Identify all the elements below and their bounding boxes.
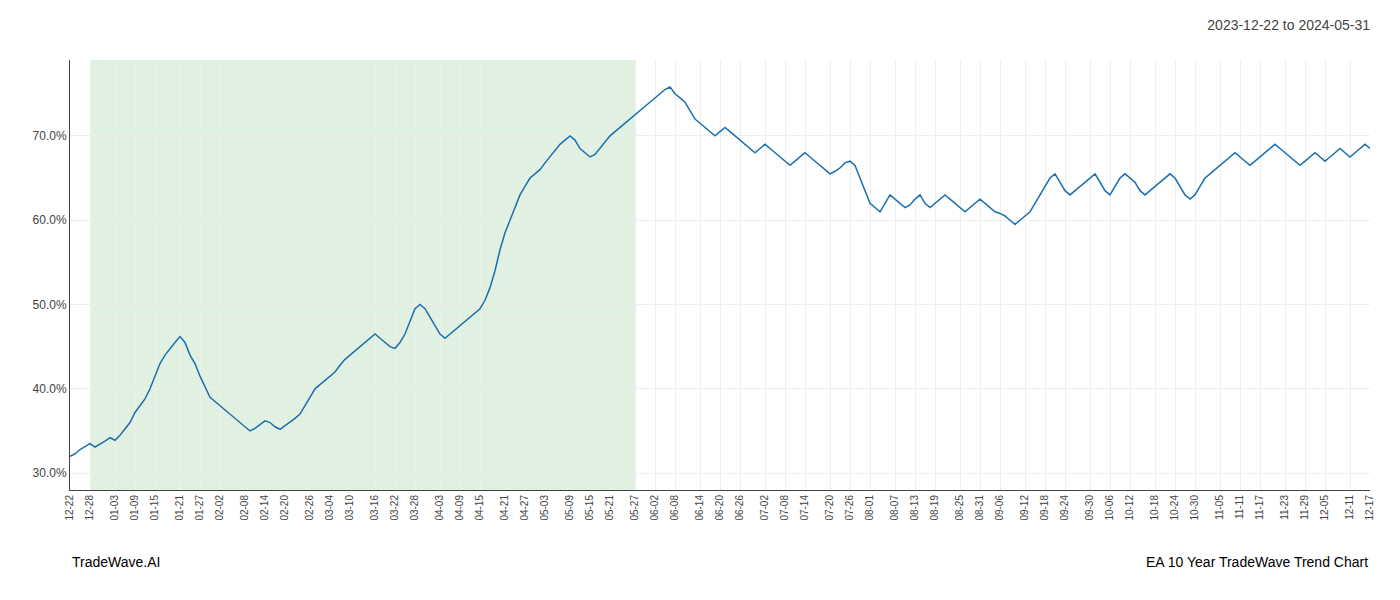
svg-text:12-05: 12-05 <box>1319 495 1330 521</box>
svg-text:50.0%: 50.0% <box>33 298 67 312</box>
svg-text:08-07: 08-07 <box>889 495 900 521</box>
svg-text:03-16: 03-16 <box>369 495 380 521</box>
svg-text:11-05: 11-05 <box>1214 495 1225 520</box>
svg-text:2023-12-22 to 2024-05-31: 2023-12-22 to 2024-05-31 <box>1207 17 1370 33</box>
svg-text:08-25: 08-25 <box>954 495 965 521</box>
svg-text:09-12: 09-12 <box>1019 495 1030 521</box>
svg-text:04-09: 04-09 <box>454 495 465 521</box>
svg-text:03-22: 03-22 <box>389 495 400 521</box>
svg-text:08-19: 08-19 <box>929 495 940 521</box>
svg-text:09-18: 09-18 <box>1039 495 1050 521</box>
svg-text:12-22: 12-22 <box>64 495 75 521</box>
svg-text:12-11: 12-11 <box>1344 495 1355 520</box>
svg-text:02-20: 02-20 <box>279 495 290 521</box>
svg-text:05-27: 05-27 <box>629 495 640 521</box>
svg-text:09-30: 09-30 <box>1084 495 1095 521</box>
svg-text:05-03: 05-03 <box>539 495 550 521</box>
svg-text:EA 10 Year TradeWave Trend Cha: EA 10 Year TradeWave Trend Chart <box>1146 554 1368 570</box>
svg-text:TradeWave.AI: TradeWave.AI <box>72 554 160 570</box>
svg-text:06-20: 06-20 <box>714 495 725 521</box>
svg-text:03-10: 03-10 <box>344 495 355 521</box>
svg-text:01-27: 01-27 <box>194 495 205 521</box>
svg-text:06-14: 06-14 <box>694 495 705 521</box>
svg-text:09-24: 09-24 <box>1059 495 1070 521</box>
svg-text:11-17: 11-17 <box>1254 495 1265 520</box>
svg-text:01-03: 01-03 <box>109 495 120 521</box>
svg-text:10-18: 10-18 <box>1149 495 1160 521</box>
svg-text:07-02: 07-02 <box>759 495 770 521</box>
svg-text:05-09: 05-09 <box>564 495 575 521</box>
svg-text:10-12: 10-12 <box>1124 495 1135 521</box>
svg-text:02-02: 02-02 <box>214 495 225 521</box>
svg-text:08-01: 08-01 <box>864 495 875 521</box>
svg-text:60.0%: 60.0% <box>33 213 67 227</box>
svg-text:05-21: 05-21 <box>604 495 615 521</box>
svg-text:04-21: 04-21 <box>499 495 510 521</box>
svg-text:12-17: 12-17 <box>1364 495 1375 521</box>
svg-text:06-08: 06-08 <box>669 495 680 521</box>
svg-text:03-28: 03-28 <box>409 495 420 521</box>
svg-text:06-26: 06-26 <box>734 495 745 521</box>
svg-text:08-13: 08-13 <box>909 495 920 521</box>
svg-text:10-30: 10-30 <box>1189 495 1200 521</box>
svg-text:02-08: 02-08 <box>239 495 250 521</box>
svg-text:03-04: 03-04 <box>324 495 335 521</box>
svg-text:30.0%: 30.0% <box>33 466 67 480</box>
svg-text:02-26: 02-26 <box>304 495 315 521</box>
svg-text:05-15: 05-15 <box>584 495 595 521</box>
svg-text:06-02: 06-02 <box>649 495 660 521</box>
svg-text:07-20: 07-20 <box>824 495 835 521</box>
svg-text:04-27: 04-27 <box>519 495 530 521</box>
svg-text:01-21: 01-21 <box>174 495 185 521</box>
svg-text:11-23: 11-23 <box>1279 495 1290 520</box>
svg-text:04-03: 04-03 <box>434 495 445 521</box>
svg-text:40.0%: 40.0% <box>33 382 67 396</box>
svg-text:10-06: 10-06 <box>1104 495 1115 521</box>
svg-text:02-14: 02-14 <box>259 495 270 521</box>
svg-text:09-06: 09-06 <box>994 495 1005 521</box>
svg-text:10-24: 10-24 <box>1169 495 1180 521</box>
svg-text:07-08: 07-08 <box>779 495 790 521</box>
svg-text:04-15: 04-15 <box>474 495 485 521</box>
svg-text:01-15: 01-15 <box>149 495 160 521</box>
svg-text:70.0%: 70.0% <box>33 129 67 143</box>
svg-text:11-29: 11-29 <box>1299 495 1310 520</box>
svg-text:08-31: 08-31 <box>974 495 985 521</box>
svg-text:11-11: 11-11 <box>1234 495 1245 520</box>
svg-text:07-26: 07-26 <box>844 495 855 521</box>
svg-text:12-28: 12-28 <box>84 495 95 521</box>
svg-text:01-09: 01-09 <box>129 495 140 521</box>
svg-text:07-14: 07-14 <box>799 495 810 521</box>
